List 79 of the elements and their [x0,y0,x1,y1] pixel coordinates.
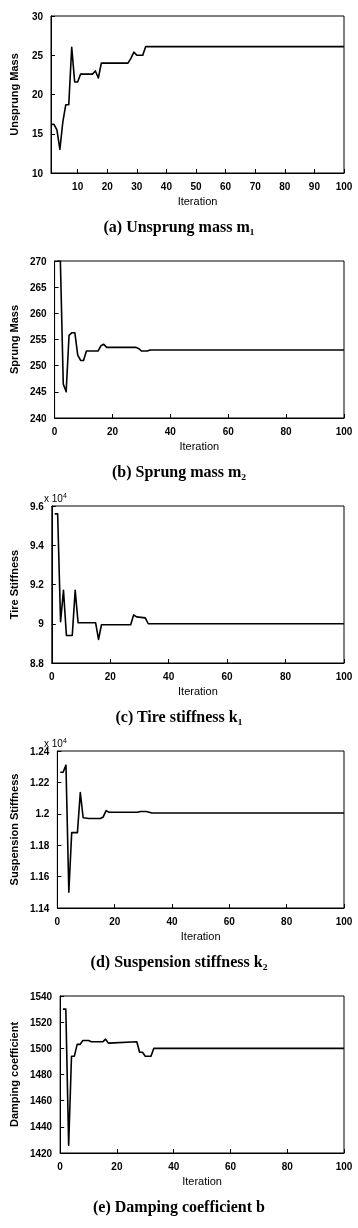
x-tick-label: 20 [111,1160,123,1172]
y-tick-label: 9.4 [29,539,45,551]
x-axis-title: Iteration [182,1175,222,1188]
y-tick-label: 1440 [29,1121,53,1133]
x-tick-label: 40 [164,425,177,437]
y-axis-title: Unsprung Mass [7,53,20,136]
x-axis-title: Iteration [177,195,218,208]
x-tick-label: 100 [335,915,353,927]
x-tick-label: 60 [224,1160,237,1172]
y-tick-label: 1460 [29,1095,53,1107]
x-tick-label: 0 [51,425,58,437]
y-tick-label: 9.2 [29,579,45,590]
y-tick-label: 1480 [29,1069,53,1080]
text: (e) Damping coefficient b [93,1197,266,1216]
y-tick-label: 1420 [29,1147,53,1159]
y-tick-label: 1540 [29,990,53,1002]
y-axis-title: Tire Stiffness [7,549,20,620]
x-tick-label: 0 [57,1160,64,1172]
x-tick-label: 100 [335,670,353,682]
y-tick-label: 1520 [29,1016,53,1028]
x-tick-label: 100 [335,425,353,437]
x-tick-label: 100 [335,1160,353,1172]
x-tick-label: 30 [131,180,143,192]
y-tick-label: 1500 [29,1042,53,1054]
y-tick-label: 255 [29,334,48,345]
x-axis-title: Iteration [180,930,221,943]
x-axis-title: Iteration [178,685,218,698]
x-tick-label: 20 [104,670,117,682]
y-tick-label: 1.22 [29,776,50,788]
x-tick-label: 60 [220,180,232,192]
y-tick-label: 30 [31,10,44,22]
x-tick-label: 20 [109,915,121,927]
x-tick-label: 80 [280,670,292,682]
y-axis-title: Suspension Stiffness [7,773,20,886]
y-tick-label: 240 [29,412,48,424]
x-tick-label: 40 [166,915,179,927]
x-tick-label: 40 [160,180,173,192]
x-axis-title: Iteration [179,440,220,453]
y-tick-label: 1.2 [35,808,50,820]
y-tick-label: 1.18 [29,839,50,851]
x-tick-label: 40 [168,1160,180,1172]
y-tick-label: 1.24 [29,745,50,757]
y-tick-label: 8.8 [29,657,45,669]
y-tick-label: 245 [29,386,48,398]
x-tick-label: 80 [281,1160,294,1172]
x-tick-label: 40 [163,670,175,682]
y-tick-label: 1.16 [29,871,50,883]
x-tick-label: 80 [279,180,291,192]
y-tick-label: 1.14 [29,902,50,914]
text: (b) Sprung mass m₂ [111,462,247,481]
y-tick-label: 10 [31,167,44,179]
y-tick-label: 15 [31,128,44,140]
y-tick-label: 25 [31,49,44,61]
text: (c) Tire stiffness k₁ [115,707,243,726]
y-tick-label: 260 [29,307,48,319]
x-tick-label: 20 [106,425,119,437]
x-tick-label: 60 [222,425,235,437]
x-tick-label: 20 [101,180,114,192]
x-tick-label: 0 [49,670,56,682]
y-tick-label: 9 [38,618,45,630]
x-tick-label: 0 [54,915,61,927]
x-tick-label: 50 [190,180,203,192]
x-tick-label: 80 [281,915,293,927]
y-tick-label: 20 [31,89,44,100]
x-tick-label: 70 [249,180,262,192]
x-tick-label: 60 [223,915,236,927]
x-tick-label: 10 [72,180,84,192]
x-tick-label: 100 [335,180,353,192]
y-axis-title: Sprung Mass [7,304,20,375]
x-tick-label: 80 [280,425,293,437]
y-axis-title: Damping coefficient [7,1021,20,1128]
y-tick-label: 250 [29,360,48,372]
x-tick-label: 90 [308,180,321,192]
text: (d) Suspension stiffness k₂ [90,952,268,971]
x-tick-label: 60 [221,670,234,682]
y-tick-label: 270 [29,255,48,267]
y-tick-label: 265 [29,281,48,293]
y-tick-label: 9.6 [29,500,45,512]
text: (a) Unsprung mass m₁ [103,217,255,236]
